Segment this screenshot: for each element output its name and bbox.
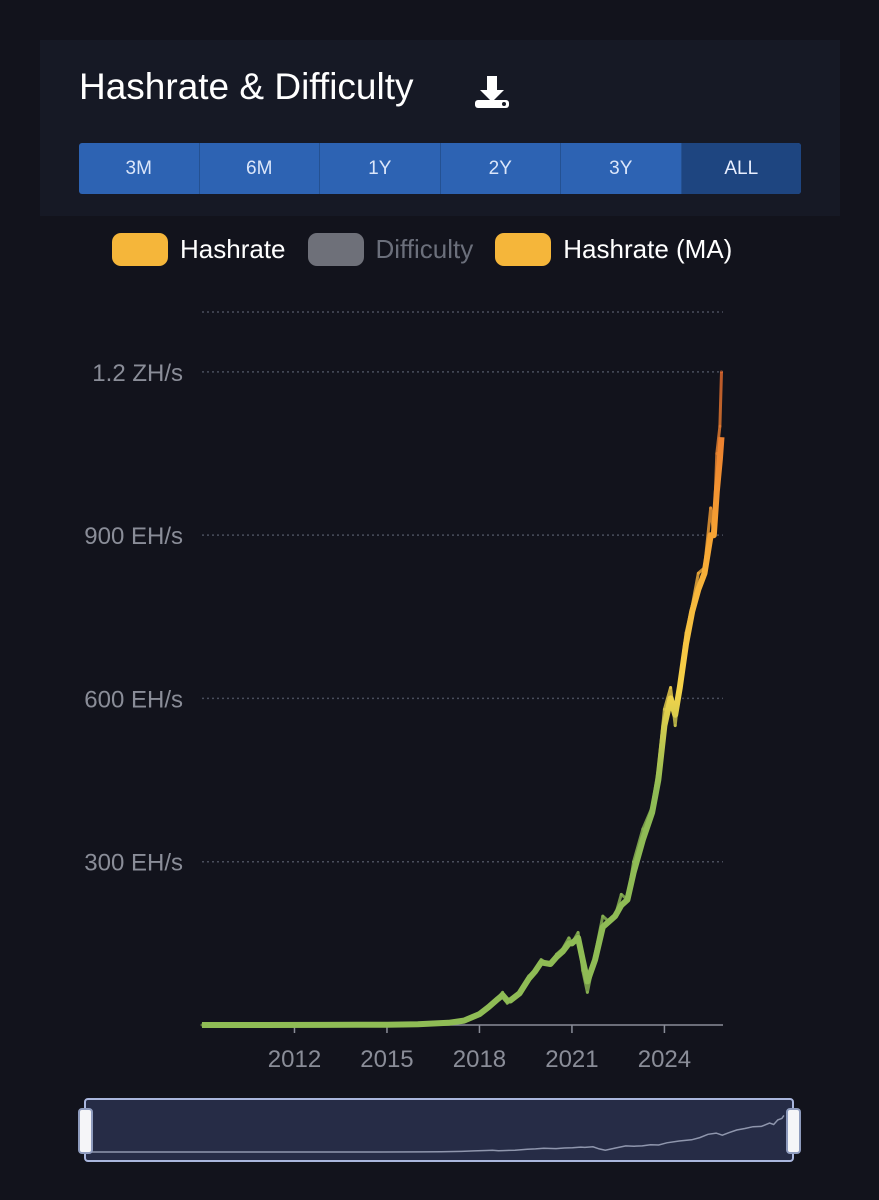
hashrate-point [662, 707, 666, 711]
hashrate-point [673, 724, 677, 728]
navigator-left-handle[interactable] [78, 1108, 93, 1154]
legend-swatch-hashrate-ma [495, 232, 552, 266]
series-line-hashrate-ma [202, 436, 725, 1028]
y-tick-label: 600 EH/s [84, 686, 183, 713]
hashrate-point [508, 999, 512, 1003]
legend-swatch-hashrate [112, 232, 168, 266]
x-tick-label: 2018 [453, 1046, 506, 1073]
x-tick-label: 2024 [638, 1046, 691, 1073]
hashrate-point [555, 952, 559, 956]
page-title: Hashrate & Difficulty [79, 66, 414, 107]
range-1y-button[interactable]: 1Y [320, 143, 441, 194]
hashrate-point [527, 974, 531, 978]
hashrate-point [462, 1019, 466, 1023]
hashrate-point [684, 631, 688, 635]
y-tick-label: 300 EH/s [84, 850, 183, 877]
range-6m-button[interactable]: 6M [200, 143, 320, 194]
hashrate-point [581, 969, 585, 973]
hashrate-point [501, 990, 505, 994]
navigator-right-handle[interactable] [786, 1108, 801, 1154]
range-2y-button[interactable]: 2Y [441, 143, 561, 194]
x-tick-label: 2015 [360, 1046, 413, 1073]
hashrate-point [567, 936, 571, 940]
hashrate-point [619, 892, 623, 896]
hashrate-point [496, 996, 500, 1000]
chart-legend: Hashrate Difficulty Hashrate (MA) [112, 231, 754, 267]
hashrate-point [669, 686, 673, 690]
hashrate-point [447, 1021, 451, 1025]
hashrate-point [593, 952, 597, 956]
hashrate-point [632, 860, 636, 864]
range-all-button[interactable]: ALL [681, 143, 801, 194]
hashrate-point [518, 990, 522, 994]
hashrate-point [709, 506, 713, 510]
hashrate-point [505, 1001, 509, 1005]
hashrate-point [696, 571, 700, 575]
hashrate-point [719, 370, 723, 374]
legend-item-difficulty[interactable]: Difficulty [307, 232, 474, 266]
hashrate-point [548, 963, 552, 967]
range-3m-button[interactable]: 3M [79, 143, 200, 194]
navigator-mini-chart [92, 1114, 785, 1153]
hashrate-point [601, 914, 605, 918]
hashrate-point [539, 958, 543, 962]
hashrate-point [718, 424, 722, 428]
hashrate-point [607, 920, 611, 924]
hashrate-point [585, 990, 589, 994]
legend-item-hashrate-ma[interactable]: Hashrate (MA) [495, 232, 733, 266]
hashrate-point [561, 947, 565, 951]
legend-label-difficulty: Difficulty [375, 233, 474, 264]
y-tick-label: 900 EH/s [84, 523, 183, 550]
hashrate-point [262, 1023, 266, 1027]
x-tick-label: 2021 [545, 1046, 598, 1073]
hashrate-point [533, 969, 537, 973]
hashrate-point [712, 533, 716, 537]
hashrate-point [715, 452, 719, 456]
hashrate-point [487, 1004, 491, 1008]
hashrate-point [625, 898, 629, 902]
hashrate-point [678, 680, 682, 684]
hashrate-point [354, 1023, 358, 1027]
hashrate-point [641, 827, 645, 831]
range-selector: 3M 6M 1Y 2Y 3Y ALL [79, 143, 801, 194]
hashrate-point [416, 1022, 420, 1026]
hashrate-point [703, 566, 707, 570]
legend-label-hashrate: Hashrate [180, 233, 286, 264]
hashrate-chart: 300 EH/s 600 EH/s 900 EH/s 1.2 ZH/s 2012 2015… [84, 311, 725, 1073]
hashrate-point [576, 930, 580, 934]
hashrate-point [323, 1023, 327, 1027]
hashrate-point [385, 1023, 389, 1027]
range-navigator[interactable] [84, 1098, 794, 1162]
y-tick-label: 1.2 ZH/s [92, 360, 183, 387]
hashrate-point [650, 805, 654, 809]
download-icon[interactable] [470, 70, 514, 114]
legend-label-hashrate-ma: Hashrate (MA) [563, 233, 733, 264]
hashrate-point [656, 767, 660, 771]
hashrate-point [690, 604, 694, 608]
hashrate-point [200, 1023, 204, 1027]
hashrate-point [613, 914, 617, 918]
x-tick-label: 2012 [268, 1046, 321, 1073]
range-3y-button[interactable]: 3Y [561, 143, 682, 194]
legend-swatch-difficulty [307, 232, 364, 266]
navigator-line [92, 1114, 785, 1153]
hashrate-point [477, 1012, 481, 1016]
legend-item-hashrate[interactable]: Hashrate [112, 232, 286, 266]
hashrate-point [570, 941, 574, 945]
